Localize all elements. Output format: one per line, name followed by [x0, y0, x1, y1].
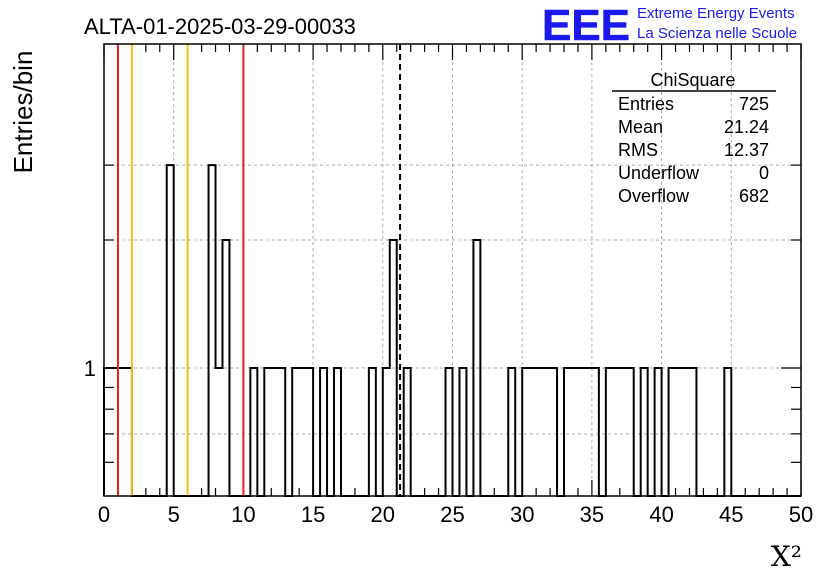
reference-lines	[116, 44, 402, 496]
x-tick-label-10: 10	[231, 502, 255, 527]
stats-value-entries: 725	[739, 94, 769, 114]
stats-value-underflow: 0	[759, 163, 769, 183]
x-tick-label-25: 25	[440, 502, 464, 527]
x-tick-label-45: 45	[719, 502, 743, 527]
stats-title: ChiSquare	[650, 70, 735, 90]
x-axis-label: X²	[771, 540, 802, 572]
x-tick-label-40: 40	[649, 502, 673, 527]
axis-ticks	[103, 44, 802, 496]
x-tick-label-15: 15	[301, 502, 325, 527]
stats-label-overflow: Overflow	[618, 186, 690, 206]
stats-label-rms: RMS	[618, 140, 658, 160]
logo-line1: Extreme Energy Events	[637, 5, 795, 22]
x-tick-labels: 0 5 10 15 20 25 30 35 40 45 50	[98, 502, 813, 527]
y-axis-label: Entries/bin	[8, 51, 38, 174]
stats-label-underflow: Underflow	[618, 163, 700, 183]
x-tick-label-0: 0	[98, 502, 110, 527]
stats-label-mean: Mean	[618, 117, 663, 137]
stats-value-rms: 12.37	[724, 140, 769, 160]
eee-logo: EEE Extreme Energy Events La Scienza nel…	[542, 1, 797, 51]
logo-line2: La Scienza nelle Scuole	[637, 25, 797, 42]
x-tick-label-50: 50	[789, 502, 813, 527]
chart-title: ALTA-01-2025-03-29-00033	[84, 14, 356, 39]
logo-mark: EEE	[542, 1, 630, 50]
y-tick-label-1: 1	[84, 356, 96, 381]
x-tick-label-30: 30	[510, 502, 534, 527]
stats-label-entries: Entries	[618, 94, 674, 114]
stats-box: ChiSquare Entries 725 Mean 21.24 RMS 12.37 Und…	[612, 70, 776, 206]
stats-value-overflow: 682	[739, 186, 769, 206]
stats-value-mean: 21.24	[724, 117, 769, 137]
x-tick-label-5: 5	[168, 502, 180, 527]
x-tick-label-20: 20	[371, 502, 395, 527]
x-tick-label-35: 35	[580, 502, 604, 527]
plot-frame	[103, 43, 802, 497]
